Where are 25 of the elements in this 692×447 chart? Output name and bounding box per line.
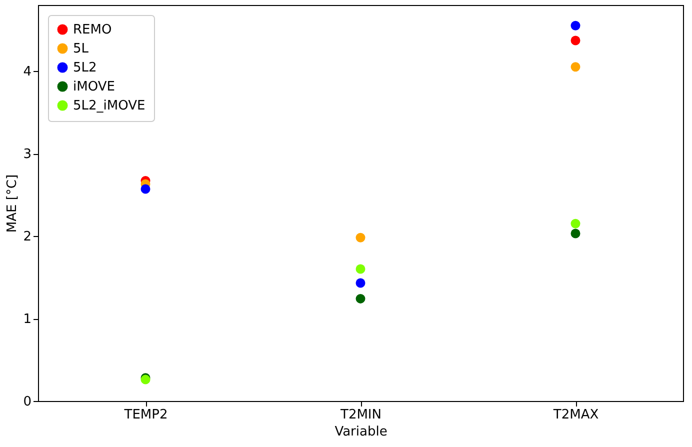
y-tick-label: 2 xyxy=(23,230,32,244)
y-tick-label: 3 xyxy=(23,147,32,162)
point xyxy=(570,20,580,30)
legend-label: 5L2_iMOVE xyxy=(73,98,146,114)
legend-label: iMOVE xyxy=(73,80,115,94)
y-tick-label: 0 xyxy=(23,394,32,410)
point xyxy=(140,184,150,194)
y-axis-title: MAE [°C] xyxy=(5,174,20,233)
legend-label: 5L xyxy=(73,42,90,56)
x-tick-label: T2MIN xyxy=(340,408,382,422)
point xyxy=(570,228,580,238)
y-tick-label: 1 xyxy=(23,312,32,327)
legend-label: REMO xyxy=(73,22,112,38)
point xyxy=(570,218,580,228)
point xyxy=(356,264,366,274)
x-tick-label: TEMP2 xyxy=(123,408,168,422)
x-axis-title: Variable xyxy=(334,424,388,440)
legend-label: 5L2 xyxy=(73,60,97,76)
point xyxy=(570,36,580,46)
point xyxy=(570,62,580,72)
point xyxy=(356,278,366,288)
point xyxy=(356,294,366,304)
point xyxy=(356,232,366,242)
y-tick-label: 4 xyxy=(23,64,32,80)
x-tick-label: T2MAX xyxy=(552,408,599,422)
